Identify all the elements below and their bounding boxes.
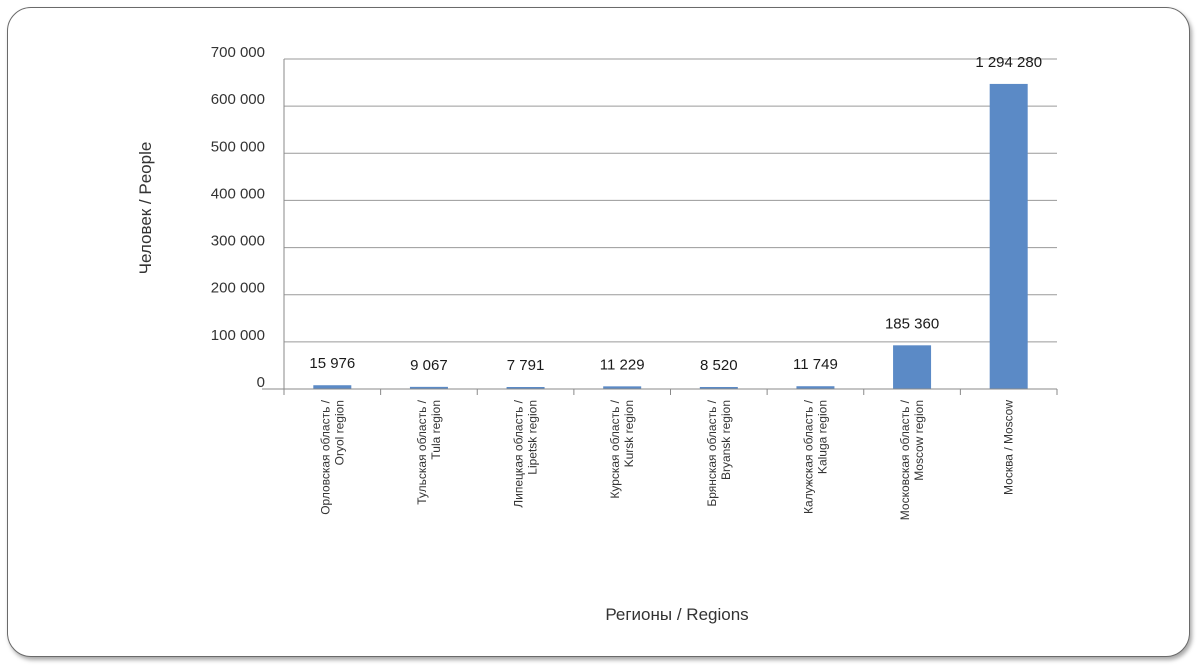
y-axis-tick-labels: 700 000 600 000 500 000 400 000 300 000 200 0… (211, 44, 265, 391)
y-tick-label: 500 000 (211, 138, 265, 155)
bar (409, 386, 448, 389)
category-label-line: Oryol region (332, 400, 346, 465)
bar (796, 386, 835, 389)
category-label-line: Брянская область / (705, 399, 719, 506)
category-label: Орловская область / Oryol region (318, 399, 346, 514)
category-label: Москва / Moscow (1002, 400, 1016, 495)
y-axis-title: Человек / People (136, 142, 155, 275)
category-label-line: Курская область / (608, 399, 622, 498)
bar (989, 83, 1028, 390)
category-label-line: Орловская область / (318, 399, 332, 514)
data-label: 1 294 280 (975, 54, 1042, 71)
category-label-line: Lipetsk region (526, 400, 540, 475)
y-tick-label: 700 000 (211, 44, 265, 61)
y-tick-label: 0 (257, 374, 265, 391)
category-label-line: Bryansk region (719, 400, 733, 480)
category-label-line: Tula region (429, 400, 443, 460)
category-label: Тульская область / Tula region (415, 399, 443, 504)
gridlines (284, 58, 1057, 390)
y-tick-label: 200 000 (211, 280, 265, 297)
y-tick-label: 300 000 (211, 233, 265, 250)
data-label: 8 520 (700, 357, 738, 374)
y-tick-label: 600 000 (211, 91, 265, 108)
category-label-line: Kaluga region (815, 400, 829, 474)
bar (313, 385, 352, 389)
axes (262, 59, 1058, 395)
category-label-line: Kursk region (622, 400, 636, 467)
category-label: Брянская область / Bryansk region (705, 399, 733, 506)
category-label: Московская область / Moscow region (898, 399, 926, 520)
data-label: 15 976 (309, 355, 355, 372)
data-label: 11 229 (600, 356, 645, 373)
y-tick-label: 400 000 (211, 185, 265, 202)
data-label: 7 791 (507, 357, 545, 374)
category-label-line: Калужская область / (801, 399, 815, 514)
y-tick-label: 100 000 (211, 327, 265, 344)
category-label-line: Москва / Moscow (1002, 400, 1016, 495)
bar (893, 345, 932, 389)
bar (506, 387, 545, 389)
x-axis-title: Регионы / Regions (605, 605, 748, 624)
category-label-line: Тульская область / (415, 399, 429, 504)
bar (699, 386, 738, 389)
bar (603, 386, 642, 389)
category-label-line: Moscow region (912, 400, 926, 481)
category-label: Липецкая область / Lipetsk region (512, 399, 540, 507)
category-label-line: Липецкая область / (512, 399, 526, 507)
data-label: 9 067 (410, 357, 448, 374)
data-label: 11 749 (793, 356, 838, 373)
data-labels: 15 976 9 067 7 791 11 229 8 520 11 749 185 360… (309, 54, 1042, 374)
category-label: Калужская область / Kaluga region (801, 399, 829, 514)
bars (313, 83, 1028, 390)
category-label-line: Московская область / (898, 399, 912, 520)
data-label: 185 360 (885, 315, 939, 332)
category-label: Курская область / Kursk region (608, 399, 636, 498)
category-labels: Орловская область / Oryol region Тульская … (318, 399, 1015, 520)
